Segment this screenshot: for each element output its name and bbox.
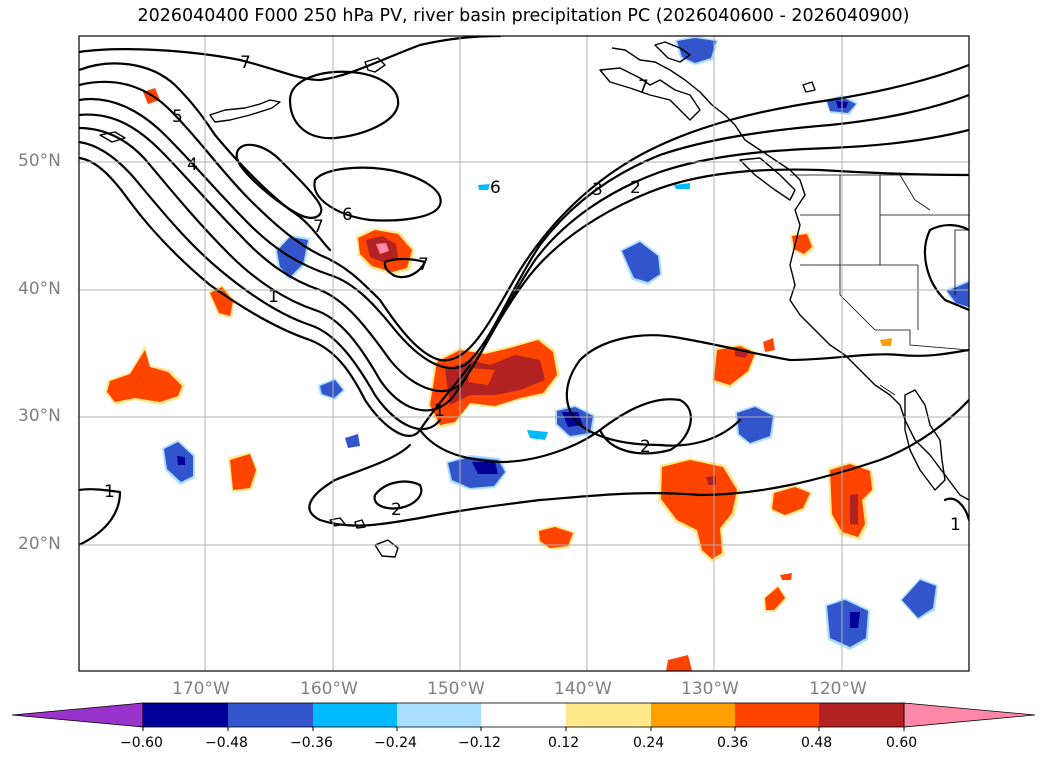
precip-blob bbox=[712, 344, 757, 388]
precip-negative-anomalies bbox=[162, 36, 969, 650]
colorbar-swatch bbox=[566, 703, 651, 727]
precip-blob bbox=[345, 183, 969, 448]
colorbar-swatch bbox=[481, 703, 566, 727]
precip-blob bbox=[537, 525, 575, 550]
map-frame bbox=[78, 35, 970, 672]
colorbar-tick-label: 0.48 bbox=[801, 735, 833, 751]
map-plot-area: 7 5 4 7 6 7 1 6 3 2 7 1 2 2 1 1 bbox=[79, 36, 969, 671]
contour-label: 7 bbox=[313, 217, 324, 237]
colorbar-swatch bbox=[143, 703, 228, 727]
colorbar-swatch bbox=[397, 703, 481, 727]
contour-label: 1 bbox=[268, 287, 279, 307]
contour-label: 6 bbox=[342, 205, 353, 225]
contour-label: 2 bbox=[391, 500, 402, 520]
map-gridlines bbox=[79, 36, 969, 671]
colorbar-tick-label: −0.12 bbox=[458, 735, 501, 751]
precip-blob bbox=[828, 462, 875, 540]
lat-label: 40°N bbox=[18, 279, 61, 299]
precip-blob bbox=[162, 440, 195, 485]
precip-blob bbox=[356, 228, 415, 275]
lon-label: 170°W bbox=[172, 679, 230, 699]
contour-label: 3 bbox=[592, 180, 603, 200]
coastlines bbox=[99, 41, 969, 558]
precip-blob bbox=[620, 240, 662, 285]
colorbar-tick-label: 0.12 bbox=[548, 735, 580, 751]
contour-label: 2 bbox=[630, 178, 641, 198]
colorbar-swatch bbox=[313, 703, 397, 727]
colorbar-tick-label: −0.36 bbox=[290, 735, 333, 751]
precip-blob bbox=[446, 455, 507, 490]
precip-blob bbox=[763, 585, 787, 612]
lon-label: 120°W bbox=[809, 679, 867, 699]
colorbar-tick-label: 0.36 bbox=[717, 735, 749, 751]
contour-label: 7 bbox=[638, 77, 649, 97]
colorbar-swatch bbox=[228, 703, 313, 727]
lon-label: 160°W bbox=[300, 679, 358, 699]
precip-blob bbox=[770, 485, 812, 517]
colorbar-tick-label: −0.60 bbox=[120, 735, 163, 751]
contour-label: 2 bbox=[640, 437, 651, 457]
colorbar-tick-label: −0.48 bbox=[205, 735, 248, 751]
lon-label: 130°W bbox=[681, 679, 739, 699]
pv-contours bbox=[79, 36, 969, 547]
lon-label: 150°W bbox=[427, 679, 485, 699]
colorbar-swatch bbox=[819, 703, 904, 727]
colorbar-min-arrow bbox=[11, 702, 144, 728]
lon-label: 140°W bbox=[554, 679, 612, 699]
contour-label: 1 bbox=[104, 482, 115, 502]
colorbar-tick-label: 0.24 bbox=[633, 735, 665, 751]
map-title: 2026040400 F000 250 hPa PV, river basin … bbox=[137, 6, 910, 26]
contour-label: 4 bbox=[187, 155, 198, 175]
precip-blob bbox=[318, 378, 345, 400]
contour-label: 7 bbox=[240, 53, 251, 73]
precip-positive-anomalies bbox=[105, 88, 892, 671]
precip-blob bbox=[900, 578, 938, 620]
colorbar-swatch bbox=[735, 703, 819, 727]
contour-label: 6 bbox=[490, 178, 501, 198]
colorbar-tick-label: −0.24 bbox=[374, 735, 417, 751]
precip-blob bbox=[143, 88, 892, 671]
precip-blob bbox=[228, 452, 258, 492]
lat-label: 20°N bbox=[18, 534, 61, 554]
pv-contour-labels: 7 5 4 7 6 7 1 6 3 2 7 1 2 2 1 1 bbox=[104, 53, 961, 535]
precip-blob bbox=[208, 285, 235, 318]
contour-label: 1 bbox=[950, 515, 961, 535]
colorbar-tick-label: 0.60 bbox=[886, 735, 918, 751]
precip-blob bbox=[735, 405, 775, 445]
contour-label: 5 bbox=[172, 107, 183, 127]
colorbar bbox=[11, 702, 1036, 731]
lat-label: 30°N bbox=[18, 406, 61, 426]
precip-blob bbox=[105, 345, 185, 405]
precip-blob bbox=[428, 338, 560, 428]
lat-label: 50°N bbox=[18, 151, 61, 171]
contour-label: 1 bbox=[434, 401, 445, 421]
contour-label: 7 bbox=[418, 255, 429, 275]
borders bbox=[790, 174, 969, 396]
colorbar-swatch bbox=[651, 703, 735, 727]
precip-blob bbox=[658, 458, 740, 562]
colorbar-max-arrow bbox=[903, 702, 1036, 728]
precip-blob bbox=[825, 598, 870, 650]
